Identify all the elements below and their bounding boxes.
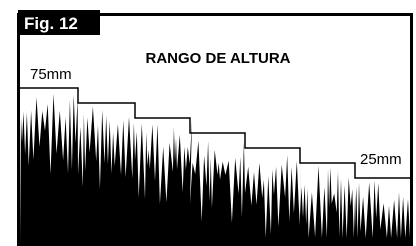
figure: Fig. 12 RANGO DE ALTURA 75mm 25mm — [0, 0, 416, 246]
min-height-label: 25mm — [360, 151, 402, 168]
figure-title: RANGO DE ALTURA — [146, 50, 291, 67]
max-height-label: 75mm — [30, 66, 72, 83]
page: Fig. 12 RANGO DE ALTURA 75mm 25mm (() =>… — [0, 0, 416, 246]
figure-label: Fig. 12 — [24, 14, 78, 33]
